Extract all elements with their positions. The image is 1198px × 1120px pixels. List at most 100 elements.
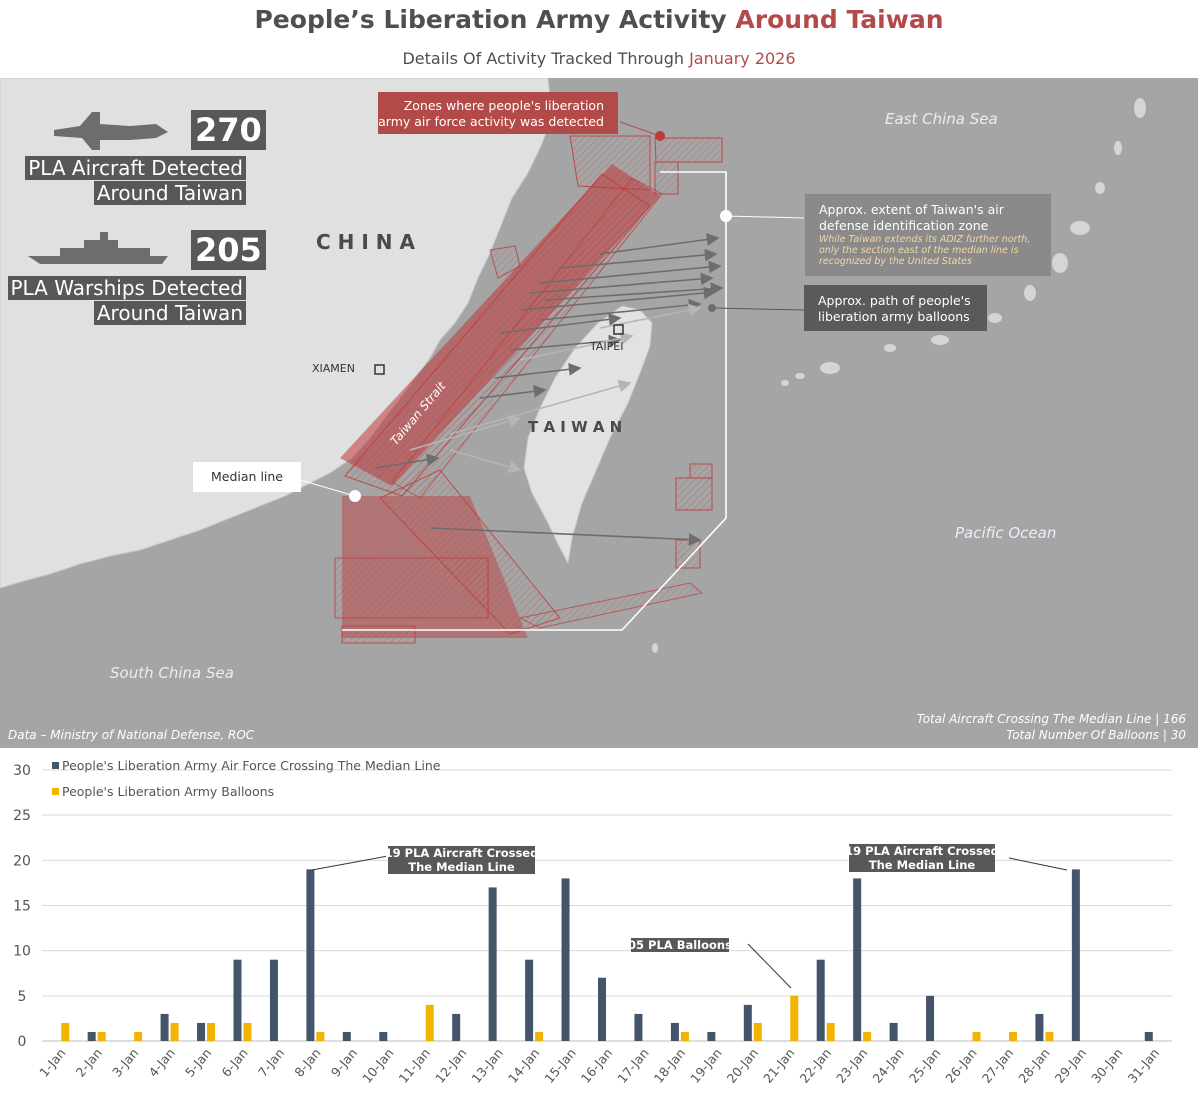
x-tick-label: 18-Jan (651, 1045, 688, 1086)
label-pacific: Pacific Ocean (955, 524, 1057, 542)
zones-leader (619, 121, 661, 137)
warships-label-line2: Around Taiwan (93, 301, 246, 325)
bar-aircraft (342, 1031, 351, 1041)
callout-zones: Zones where people's liberation army air… (378, 92, 618, 134)
x-tick-label: 13-Jan (468, 1045, 505, 1086)
ryukyu-islands (652, 98, 1146, 653)
x-tick-label: 10-Jan (359, 1045, 396, 1086)
y-tick-label: 0 (18, 1034, 27, 1050)
callout-adiz-note3: recognized by the United States (819, 256, 972, 267)
axis-layer: 0 5 10 15 20 25 30 1-Jan 2-Jan 3-Jan 4-Jan 5-Jan 6-J… (13, 763, 1162, 1086)
bar-balloon (243, 1022, 252, 1041)
zones-marker (655, 131, 665, 141)
x-tick-label: 11-Jan (396, 1045, 433, 1086)
xiamen-marker (374, 364, 385, 375)
annotation-leader (311, 855, 389, 871)
bar-balloon (316, 1031, 325, 1041)
x-tick-label: 24-Jan (869, 1045, 906, 1086)
y-tick-label: 5 (18, 989, 27, 1005)
page-subtitle: Details Of Activity Tracked Through Janu… (0, 49, 1198, 68)
bar-balloon (61, 1022, 70, 1041)
annotation-line1: 19 PLA Aircraft Crossed (845, 844, 999, 858)
bar-aircraft (1071, 869, 1080, 1041)
label-xiamen: XIAMEN (312, 362, 355, 375)
bar-balloon (170, 1022, 179, 1041)
title-area: People’s Liberation Army Activity Around… (0, 0, 1198, 78)
x-tick-label: 17-Jan (614, 1045, 651, 1086)
bar-balloon (790, 995, 799, 1041)
x-tick-label: 22-Jan (797, 1045, 834, 1086)
x-tick-label: 4-Jan (146, 1045, 178, 1079)
y-tick-label: 15 (13, 899, 31, 915)
callout-adiz: Approx. extent of Taiwan's air defense i… (805, 194, 1051, 276)
bar-aircraft (598, 977, 606, 1041)
x-tick-label: 29-Jan (1052, 1045, 1089, 1086)
bar-aircraft (160, 1013, 169, 1041)
bar-aircraft (634, 1013, 643, 1041)
y-tick-label: 25 (13, 808, 31, 824)
legend-label: People's Liberation Army Balloons (62, 784, 274, 799)
y-tick-label: 30 (13, 763, 31, 779)
annotation-box (849, 844, 995, 872)
warship-icon (28, 232, 168, 264)
bar-balloon (207, 1022, 216, 1041)
bar-aircraft (561, 878, 570, 1041)
callout-balloons-line2: liberation army balloons (818, 309, 970, 324)
callout-median: Median line (193, 462, 301, 492)
warships-label-line1: PLA Warships Detected (7, 276, 246, 300)
bar-aircraft (379, 1031, 388, 1041)
subtitle-highlight: January 2026 (689, 49, 796, 68)
bar-aircraft (306, 869, 315, 1041)
bar-aircraft (87, 1031, 96, 1041)
legend-swatch (52, 762, 59, 769)
callout-adiz-line2: defense identification zone (819, 218, 989, 233)
bar-aircraft (488, 887, 497, 1041)
daily-activity-chart: 19 PLA Aircraft Crossed The Median Line 05… (0, 748, 1198, 1116)
legend-swatch (52, 788, 59, 795)
bar-aircraft (853, 878, 862, 1041)
annotation-line1: 05 PLA Balloons (628, 938, 732, 952)
adiz-outline (342, 171, 727, 631)
x-tick-label: 31-Jan (1125, 1045, 1162, 1086)
pla-activity-zones (334, 135, 723, 644)
bar-aircraft (670, 1022, 679, 1041)
subtitle-main: Details Of Activity Tracked Through (402, 49, 690, 68)
x-tick-label: 9-Jan (328, 1045, 360, 1079)
annotation-line2: The Median Line (869, 858, 976, 872)
total-crossing: Total Aircraft Crossing The Median Line … (916, 712, 1186, 726)
bars-layer (61, 869, 1153, 1041)
x-tick-label: 15-Jan (541, 1045, 578, 1086)
legend: People's Liberation Army Air Force Cross… (52, 758, 441, 799)
x-tick-label: 14-Jan (505, 1045, 542, 1086)
bar-balloon (1008, 1031, 1017, 1041)
callout-balloons: Approx. path of people's liberation army… (804, 285, 987, 331)
x-tick-label: 5-Jan (182, 1045, 214, 1079)
bar-aircraft (233, 959, 242, 1041)
activity-map: Taiwan Strait 270 PLA Aircraft Detected … (0, 78, 1198, 748)
bar-aircraft (1144, 1031, 1153, 1041)
page-title: People’s Liberation Army Activity Around… (0, 5, 1198, 34)
bar-balloon (972, 1031, 981, 1041)
x-tick-label: 19-Jan (687, 1045, 724, 1086)
label-south-china-sea: South China Sea (110, 664, 234, 682)
total-balloons: Total Number Of Balloons | 30 (1006, 728, 1186, 742)
bar-balloon (863, 1031, 872, 1041)
balloon-paths (374, 233, 724, 546)
bar-aircraft (926, 995, 935, 1041)
bar-aircraft (197, 1022, 206, 1041)
x-tick-label: 27-Jan (979, 1045, 1016, 1086)
label-east-china-sea: East China Sea (885, 110, 998, 128)
aircraft-label-line1: PLA Aircraft Detected (25, 156, 246, 180)
adiz-leader (725, 215, 805, 219)
x-tick-label: 21-Jan (760, 1045, 797, 1086)
x-tick-label: 2-Jan (73, 1045, 105, 1079)
bar-aircraft (525, 959, 534, 1041)
x-tick-label: 26-Jan (942, 1045, 979, 1086)
callout-zones-line1: Zones where people's liberation (403, 98, 604, 113)
callout-adiz-note1: While Taiwan extends its ADIZ further no… (819, 234, 1031, 245)
bar-balloon (680, 1031, 689, 1041)
label-china: C H I N A (316, 230, 415, 254)
callout-balloons-line1: Approx. path of people's (818, 293, 971, 308)
